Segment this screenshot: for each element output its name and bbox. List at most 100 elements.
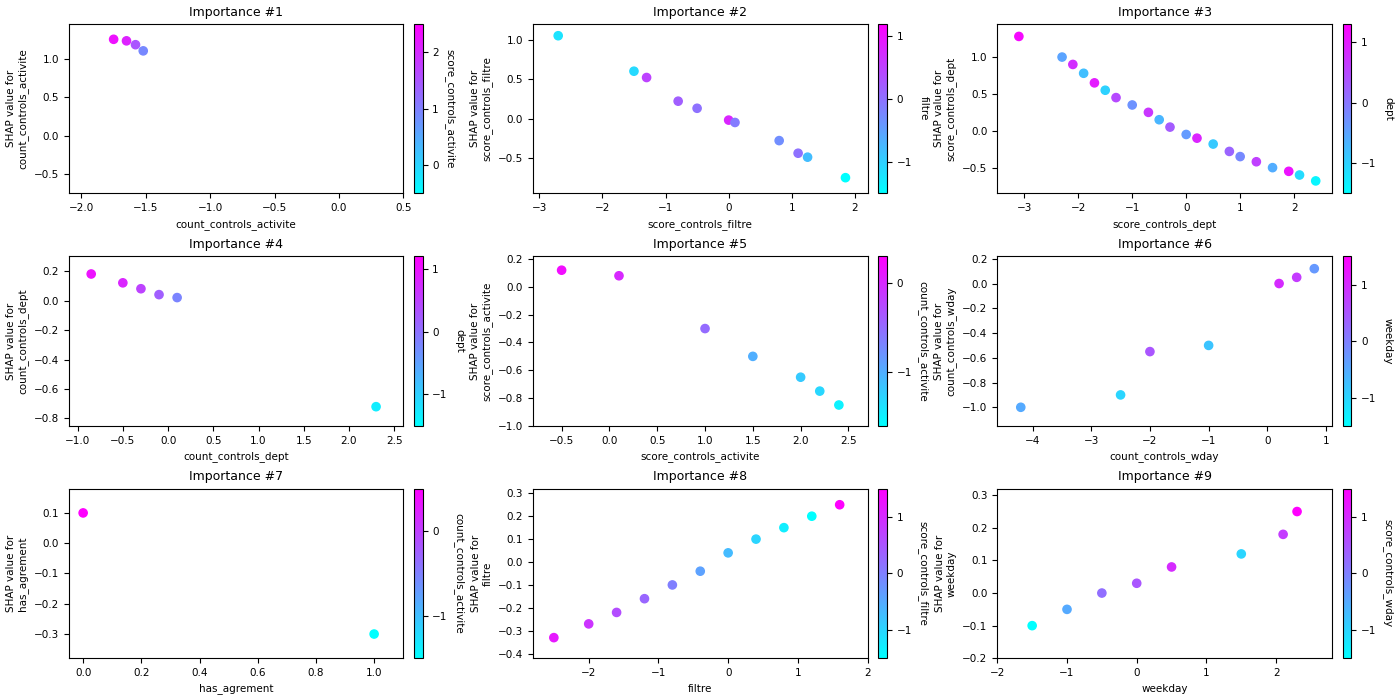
Point [1061,59,1084,70]
Point [132,46,154,57]
Point [1285,506,1308,517]
Point [125,39,147,50]
Point [543,632,566,643]
Point [1245,156,1267,167]
Point [633,593,655,604]
Point [71,508,94,519]
Point [661,580,683,591]
X-axis label: score_controls_dept: score_controls_dept [1113,218,1217,230]
Point [1268,278,1291,289]
Point [666,96,689,107]
Point [787,148,809,159]
X-axis label: count_controls_activite: count_controls_activite [175,218,297,230]
Point [1148,114,1170,125]
Point [636,72,658,83]
Y-axis label: count_controls_activite: count_controls_activite [918,281,928,401]
Point [1261,162,1284,173]
Point [1303,263,1326,274]
Point [827,400,850,411]
Point [1273,528,1295,540]
Y-axis label: SHAP value for
score_controls_activite: SHAP value for score_controls_activite [470,281,493,401]
Title: Importance #2: Importance #2 [654,6,748,19]
Title: Importance #9: Importance #9 [1117,470,1211,484]
X-axis label: score_controls_filtre: score_controls_filtre [648,218,753,230]
X-axis label: weekday: weekday [1141,683,1187,694]
Point [578,618,601,629]
Y-axis label: score_controls_activite: score_controls_activite [445,49,455,169]
Point [834,172,857,183]
Point [112,277,134,288]
Point [547,30,570,41]
Point [1229,151,1252,162]
Point [689,566,711,577]
Point [130,283,153,294]
Point [829,499,851,510]
Point [717,547,739,559]
Point [1008,31,1030,42]
Point [1084,77,1106,88]
Title: Importance #5: Importance #5 [654,238,748,251]
Point [399,169,421,180]
Point [623,66,645,77]
Point [550,265,573,276]
Point [694,323,717,334]
Title: Importance #8: Importance #8 [654,470,748,484]
Point [363,629,385,640]
Point [148,289,171,300]
Point [1161,561,1183,573]
Point [801,510,823,522]
X-axis label: has_agrement: has_agrement [199,683,273,694]
Y-axis label: SHAP value for
count_controls_dept: SHAP value for count_controls_dept [6,288,28,394]
Y-axis label: filtre: filtre [918,97,928,121]
Point [773,522,795,533]
Point [1091,587,1113,598]
Point [102,34,125,45]
Y-axis label: dept: dept [455,329,465,353]
Y-axis label: SHAP value for
count_controls_activite: SHAP value for count_controls_activite [6,48,28,169]
Point [1126,578,1148,589]
Point [742,351,764,362]
Y-axis label: SHAP value for
weekday: SHAP value for weekday [935,535,956,612]
Point [717,115,739,126]
Y-axis label: weekday: weekday [1383,318,1393,364]
Point [1186,132,1208,144]
Point [1138,346,1161,357]
Title: Importance #1: Importance #1 [189,6,283,19]
Point [1285,272,1308,283]
X-axis label: score_controls_activite: score_controls_activite [641,451,760,462]
Point [1305,175,1327,186]
Point [1009,402,1032,413]
Point [1197,340,1219,351]
Point [1121,99,1144,111]
Point [605,607,627,618]
Point [1137,107,1159,118]
Point [1218,146,1240,157]
Y-axis label: dept: dept [1383,97,1393,120]
Point [745,533,767,545]
Point [1056,603,1078,615]
Point [608,270,630,281]
Y-axis label: SHAP value for
count_controls_wday: SHAP value for count_controls_wday [934,286,956,395]
Point [167,292,189,303]
X-axis label: filtre: filtre [687,683,713,694]
Point [115,35,137,46]
Title: Importance #6: Importance #6 [1117,238,1211,251]
Y-axis label: score_controls_wday: score_controls_wday [1382,519,1393,627]
Point [797,152,819,163]
Point [790,372,812,383]
X-axis label: count_controls_dept: count_controls_dept [183,451,288,462]
Point [1159,122,1182,133]
Title: Importance #7: Importance #7 [189,470,283,484]
Title: Importance #4: Importance #4 [189,238,283,251]
Point [1072,68,1095,79]
Y-axis label: SHAP value for
score_controls_dept: SHAP value for score_controls_dept [934,57,956,161]
Point [1203,139,1225,150]
Point [1288,169,1310,181]
Point [1278,166,1301,177]
Point [80,268,102,279]
Point [1175,129,1197,140]
Point [1109,389,1131,400]
Point [769,135,791,146]
Y-axis label: SHAP value for
score_controls_filtre: SHAP value for score_controls_filtre [470,56,493,161]
Point [1093,85,1116,96]
